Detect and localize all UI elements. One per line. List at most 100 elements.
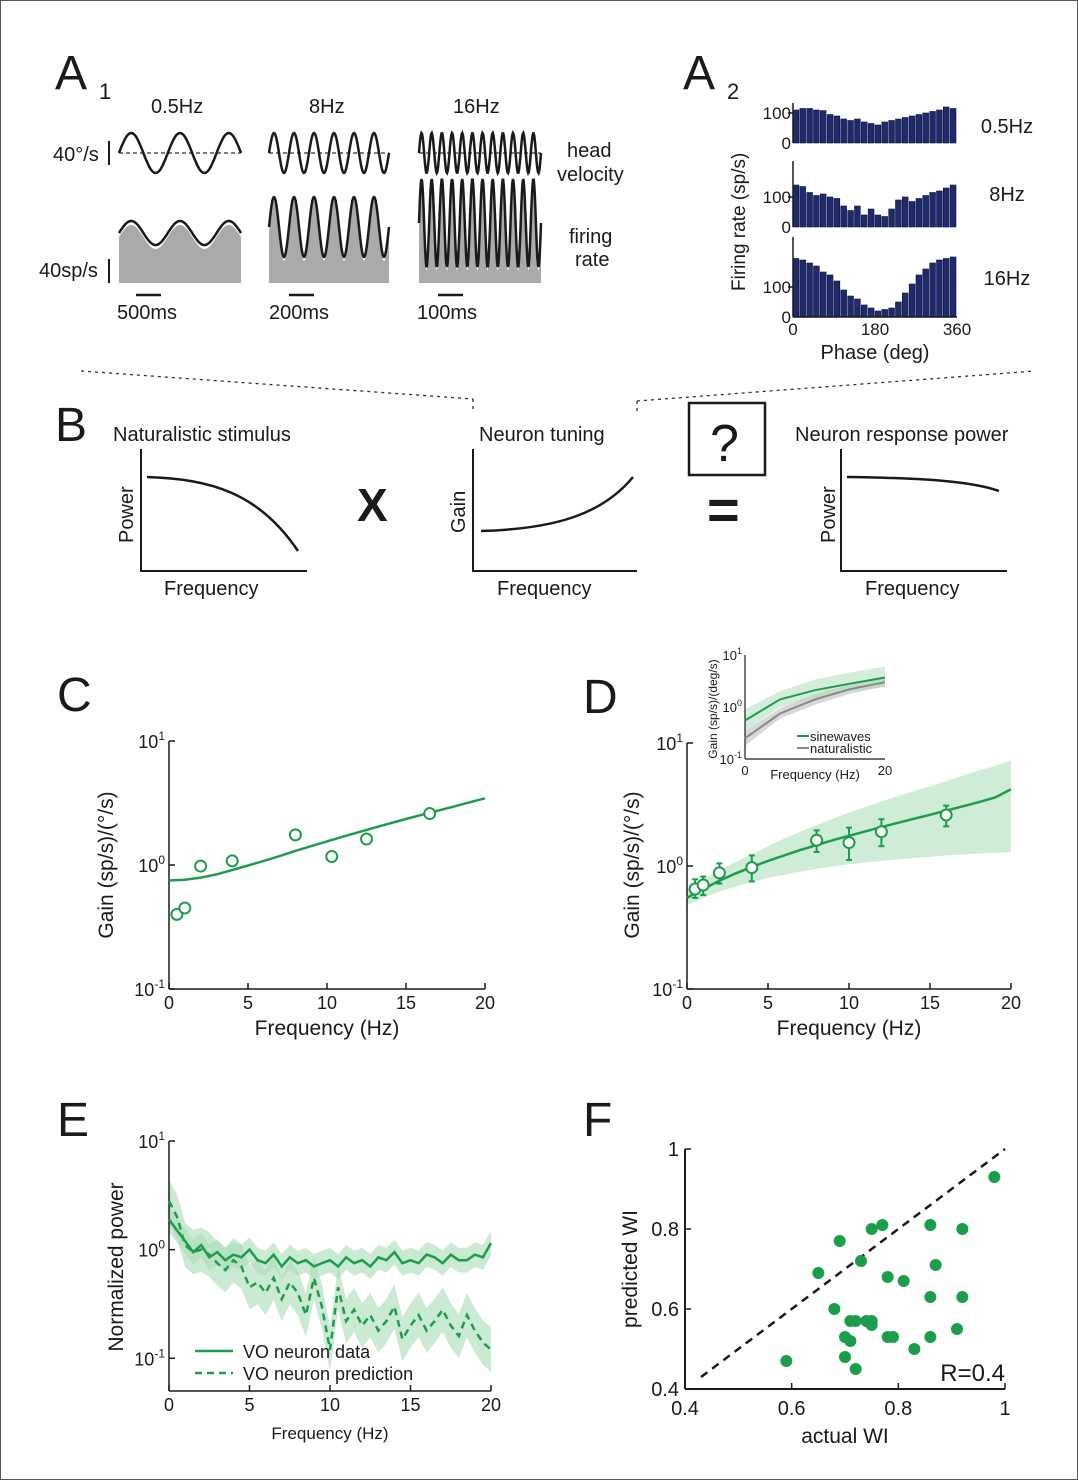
c-point-5 bbox=[325, 850, 339, 864]
freq-label-2: 16Hz bbox=[453, 96, 500, 118]
a2-series-name-2: 16Hz bbox=[984, 268, 1031, 290]
a2-bar-1-6 bbox=[833, 198, 841, 228]
e-xtick-label-1: 5 bbox=[244, 1395, 254, 1415]
a2-bar-2-3 bbox=[813, 265, 820, 318]
inset-green-band bbox=[745, 666, 885, 731]
a2-bar-0-3 bbox=[813, 109, 820, 144]
c-xtick-label-1: 5 bbox=[243, 993, 253, 1013]
f-point-2 bbox=[828, 1303, 841, 1315]
a2-bar-1-5 bbox=[826, 196, 834, 228]
d-xtick-label-1: 5 bbox=[763, 993, 773, 1013]
c-xtick-label-2: 10 bbox=[317, 993, 337, 1013]
a2-bar-2-20 bbox=[929, 262, 936, 318]
c-point-7 bbox=[423, 807, 437, 821]
a2-bar-1-17 bbox=[908, 201, 916, 228]
c-ytick-label-2-base: 10 bbox=[138, 732, 158, 752]
d-ytick-label-2: 101 bbox=[656, 731, 683, 754]
a2-bar-2-11 bbox=[867, 307, 875, 318]
a2-bar-1-3 bbox=[813, 195, 820, 228]
question-mark: ? bbox=[710, 415, 739, 473]
c-point-4 bbox=[288, 828, 302, 842]
inset-ytick-base-2: 10 bbox=[723, 648, 737, 663]
d-ytick-label-0-base: 10 bbox=[652, 980, 672, 1000]
c-ytick-label-0: 10-1 bbox=[134, 977, 165, 1000]
a2-ytick-label-1: 100 bbox=[763, 188, 791, 207]
question-box bbox=[687, 401, 767, 477]
f-xtick-label-0: 0.4 bbox=[671, 1398, 699, 1420]
f-point-1 bbox=[812, 1267, 825, 1279]
a2-bar-1-16 bbox=[901, 196, 909, 228]
a2-bar-2-19 bbox=[922, 268, 929, 318]
inset-xtick-1: 20 bbox=[878, 763, 892, 778]
c-ylabel: Gain (sp/s)/(°/s) bbox=[95, 791, 118, 938]
response-curve bbox=[846, 475, 1000, 493]
c-xlabel: Frequency (Hz) bbox=[255, 1017, 400, 1040]
panel-label-e: E bbox=[57, 1094, 89, 1147]
f-point-3 bbox=[833, 1235, 846, 1247]
f-point-24 bbox=[929, 1259, 942, 1271]
a2-bar-0-16 bbox=[901, 117, 909, 144]
e-legend-label-0: VO neuron data bbox=[243, 1342, 371, 1362]
e-ytick-label-1-exp: 0 bbox=[158, 1238, 165, 1252]
c-ytick-label-0-exp: -1 bbox=[154, 977, 165, 991]
panel-label-f: F bbox=[583, 1094, 612, 1147]
a2-bar-0-7 bbox=[840, 118, 847, 144]
a2-bar-2-9 bbox=[854, 298, 861, 318]
time-bar-label-1: 200ms bbox=[269, 302, 329, 324]
a2-bar-2-4 bbox=[819, 271, 827, 318]
a2-bar-0-1 bbox=[799, 108, 806, 144]
panel-label-a2: A bbox=[683, 47, 715, 100]
f-point-23 bbox=[924, 1331, 937, 1343]
panel-sub-a1: 1 bbox=[99, 79, 111, 104]
c-ytick-label-0-base: 10 bbox=[134, 980, 154, 1000]
response-axes bbox=[840, 449, 1007, 572]
f-ytick-label-0: 0.4 bbox=[651, 1379, 679, 1401]
d-xtick-label-3: 15 bbox=[920, 993, 940, 1013]
d-ylabel: Gain (sp/s)/(°/s) bbox=[621, 791, 644, 938]
f-point-25 bbox=[951, 1323, 963, 1335]
panel-label-c: C bbox=[57, 669, 92, 722]
d-point-4 bbox=[810, 833, 824, 847]
f-point-10 bbox=[855, 1255, 867, 1267]
head-velocity-label-1: head bbox=[567, 140, 612, 162]
a2-bar-1-10 bbox=[860, 214, 868, 228]
tuning-xlabel: Frequency bbox=[497, 578, 592, 600]
tuning-curve bbox=[480, 476, 634, 533]
a2-bar-2-0 bbox=[792, 258, 800, 318]
c-ytick-label-1-base: 10 bbox=[138, 856, 158, 876]
a2-bar-1-7 bbox=[840, 205, 847, 228]
a2-xtick-label-1: 180 bbox=[861, 320, 889, 339]
f-point-0 bbox=[780, 1355, 793, 1367]
a2-bar-2-1 bbox=[799, 259, 806, 318]
e-xtick-label-4: 20 bbox=[481, 1395, 501, 1415]
a2-xlabel: Phase (deg) bbox=[821, 342, 930, 364]
c-ytick-label-2: 101 bbox=[138, 729, 165, 752]
inset-ytick-label-1: 100 bbox=[723, 698, 742, 715]
a2-xtick-label-0: 0 bbox=[788, 320, 797, 339]
a2-bar-1-23 bbox=[949, 184, 957, 228]
f-point-9 bbox=[849, 1363, 862, 1375]
a2-bar-0-22 bbox=[942, 106, 950, 144]
a2-bar-0-8 bbox=[847, 120, 854, 144]
a1-traces bbox=[117, 129, 543, 283]
tuning-axes bbox=[472, 449, 637, 572]
f-point-15 bbox=[876, 1219, 889, 1231]
f-point-7 bbox=[844, 1335, 857, 1347]
c-fit-line bbox=[168, 797, 486, 882]
a2-ytick0-label-1: 0 bbox=[782, 218, 791, 237]
a2-bar-1-1 bbox=[799, 186, 806, 228]
a2-bar-0-21 bbox=[936, 109, 943, 144]
panel-label-a1: A bbox=[55, 47, 87, 100]
inset-ytick-base-1: 10 bbox=[723, 700, 737, 715]
a2-bar-0-4 bbox=[819, 110, 827, 144]
a2-bar-0-19 bbox=[922, 112, 929, 144]
a2-bar-2-22 bbox=[942, 258, 950, 318]
time-bar-label-0: 500ms bbox=[117, 302, 177, 324]
a2-series-name-0: 0.5Hz bbox=[981, 116, 1033, 138]
c-point-1 bbox=[178, 901, 192, 915]
panel-a1: 0.5Hz 8Hz 16Hz 40°/s 40sp/s head velocit… bbox=[39, 96, 624, 324]
e-ytick-label-0-exp: -1 bbox=[154, 1346, 165, 1360]
connector-left bbox=[80, 370, 474, 400]
freq-label-1: 8Hz bbox=[309, 96, 345, 118]
